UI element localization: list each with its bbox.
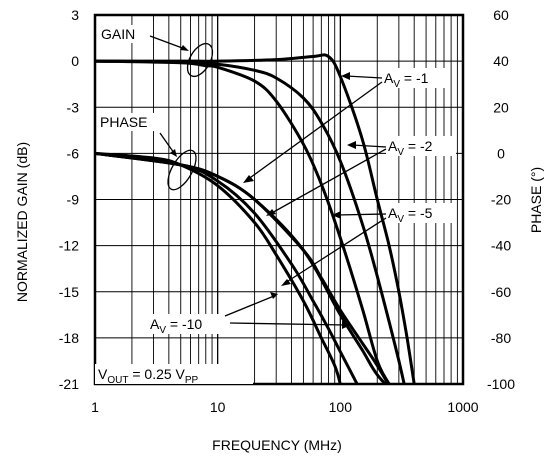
gain-curve-av5 xyxy=(95,59,391,384)
gain-ellipse xyxy=(186,42,214,78)
y-tick-label-left: -3 xyxy=(67,99,80,115)
gain-label: GAIN xyxy=(101,26,135,42)
av10-arrow-phase-head xyxy=(270,292,278,299)
x-tick-label: 1 xyxy=(91,399,99,415)
phase-curve-av10 xyxy=(95,151,342,384)
y-tick-label-right: -40 xyxy=(491,238,511,254)
phase-ellipse xyxy=(167,149,197,191)
plot-curves xyxy=(95,53,416,384)
av1-label: AV = -1 xyxy=(384,70,429,90)
av5-arrow-phase xyxy=(284,217,387,284)
av2-arrow-gain xyxy=(351,144,387,148)
tick-labels: 1 10 100 1000 3 0 -3 -6 -9 -12 -15 -18 -21 60 40 20 0 -20… xyxy=(59,7,515,415)
y-tick-label-right: 0 xyxy=(497,145,505,161)
av10-arrow-phase xyxy=(224,295,275,317)
y-tick-label-left: 0 xyxy=(71,53,79,69)
av1-arrow-phase-head xyxy=(243,175,254,183)
gain-curve-av1 xyxy=(95,53,416,384)
y-tick-label-left: -6 xyxy=(67,145,80,161)
av10-arrow-gain-head xyxy=(342,321,351,329)
gain-curve-av2 xyxy=(95,59,406,384)
vout-label: VOUT = 0.25 VPP xyxy=(98,366,199,386)
y-tick-label-left: -18 xyxy=(59,330,79,346)
av1-label-bg xyxy=(382,68,448,88)
y-tick-label-left: 3 xyxy=(71,7,79,23)
y-tick-label-right: -80 xyxy=(491,330,511,346)
annotations: GAIN PHASE AV = -1 AV = -2 AV = -5 AV = … xyxy=(95,25,456,386)
y-tick-label-left: -9 xyxy=(67,192,80,208)
gain-leader-arrowhead xyxy=(180,45,189,51)
x-tick-label: 10 xyxy=(210,399,226,415)
av10-arrow-gain xyxy=(229,322,347,326)
av5-arrow-phase-head xyxy=(281,279,291,286)
phase-label-bg xyxy=(99,113,165,131)
av5-label: AV = -5 xyxy=(388,205,433,225)
y-tick-label-left: -21 xyxy=(59,376,79,392)
y-axis-title-left: NORMALIZED GAIN (dB) xyxy=(14,142,30,302)
y-tick-label-right: 60 xyxy=(493,7,509,23)
av2-label-bg xyxy=(386,136,456,156)
plot-frame xyxy=(93,13,465,386)
y-tick-label-right: 20 xyxy=(493,99,509,115)
y-tick-label-right: -100 xyxy=(487,376,515,392)
phase-label: PHASE xyxy=(100,114,147,130)
av10-label: AV = -10 xyxy=(150,316,202,336)
y-tick-label-left: -15 xyxy=(59,284,79,300)
x-tick-label: 1000 xyxy=(447,399,478,415)
av2-arrow-phase xyxy=(269,148,387,215)
av5-arrow-gain-head xyxy=(332,211,341,219)
y-tick-label-right: 40 xyxy=(493,53,509,69)
av1-arrow-gain xyxy=(345,75,383,79)
y-axis-title-right: PHASE (°) xyxy=(528,167,544,233)
y-tick-label-left: -12 xyxy=(59,238,79,254)
gain-label-bg xyxy=(99,25,151,43)
av1-arrow-gain-head xyxy=(341,72,350,80)
x-axis-title: FREQUENCY (MHz) xyxy=(212,437,342,453)
av1-arrow-phase xyxy=(246,81,383,181)
av5-label-bg xyxy=(386,203,456,223)
phase-leader-arrowhead xyxy=(170,149,177,157)
y-tick-label-right: -20 xyxy=(491,192,511,208)
av2-arrow-phase-head xyxy=(266,209,276,216)
av2-arrow-gain-head xyxy=(347,141,356,149)
av10-label-bg xyxy=(148,314,230,334)
y-tick-label-right: -60 xyxy=(491,284,511,300)
vout-label-bg xyxy=(95,364,253,384)
phase-leader xyxy=(159,132,175,154)
x-tick-label: 100 xyxy=(329,399,353,415)
gain-leader xyxy=(149,35,186,50)
av2-label: AV = -2 xyxy=(388,138,433,158)
av5-arrow-gain xyxy=(336,213,387,216)
